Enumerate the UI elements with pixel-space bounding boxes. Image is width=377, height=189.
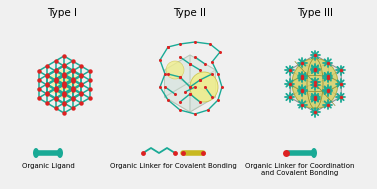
Ellipse shape	[66, 83, 79, 94]
Ellipse shape	[190, 72, 218, 102]
Ellipse shape	[58, 88, 70, 99]
Polygon shape	[315, 55, 340, 97]
Ellipse shape	[33, 148, 39, 158]
Ellipse shape	[311, 148, 317, 158]
Text: Type III: Type III	[297, 8, 333, 18]
Ellipse shape	[58, 78, 70, 89]
Polygon shape	[290, 55, 340, 85]
Ellipse shape	[166, 61, 184, 79]
Text: Organic Ligand: Organic Ligand	[21, 163, 74, 169]
Text: Organic Linker for Coordination
and Covalent Bonding: Organic Linker for Coordination and Cova…	[245, 163, 355, 176]
Text: Type II: Type II	[173, 8, 207, 18]
Ellipse shape	[49, 74, 62, 85]
Ellipse shape	[49, 83, 62, 94]
Polygon shape	[290, 55, 315, 97]
Ellipse shape	[58, 69, 70, 80]
Text: Organic Linker for Covalent Bonding: Organic Linker for Covalent Bonding	[110, 163, 236, 169]
Ellipse shape	[66, 74, 79, 85]
Ellipse shape	[292, 59, 338, 108]
Polygon shape	[164, 82, 216, 112]
Polygon shape	[190, 55, 216, 97]
Polygon shape	[164, 55, 190, 97]
Text: Type I: Type I	[47, 8, 77, 18]
Polygon shape	[290, 70, 315, 112]
Polygon shape	[290, 82, 340, 112]
Polygon shape	[164, 55, 216, 85]
Polygon shape	[190, 70, 216, 112]
Ellipse shape	[57, 148, 63, 158]
Polygon shape	[315, 70, 340, 112]
Polygon shape	[164, 70, 190, 112]
Ellipse shape	[58, 79, 70, 90]
